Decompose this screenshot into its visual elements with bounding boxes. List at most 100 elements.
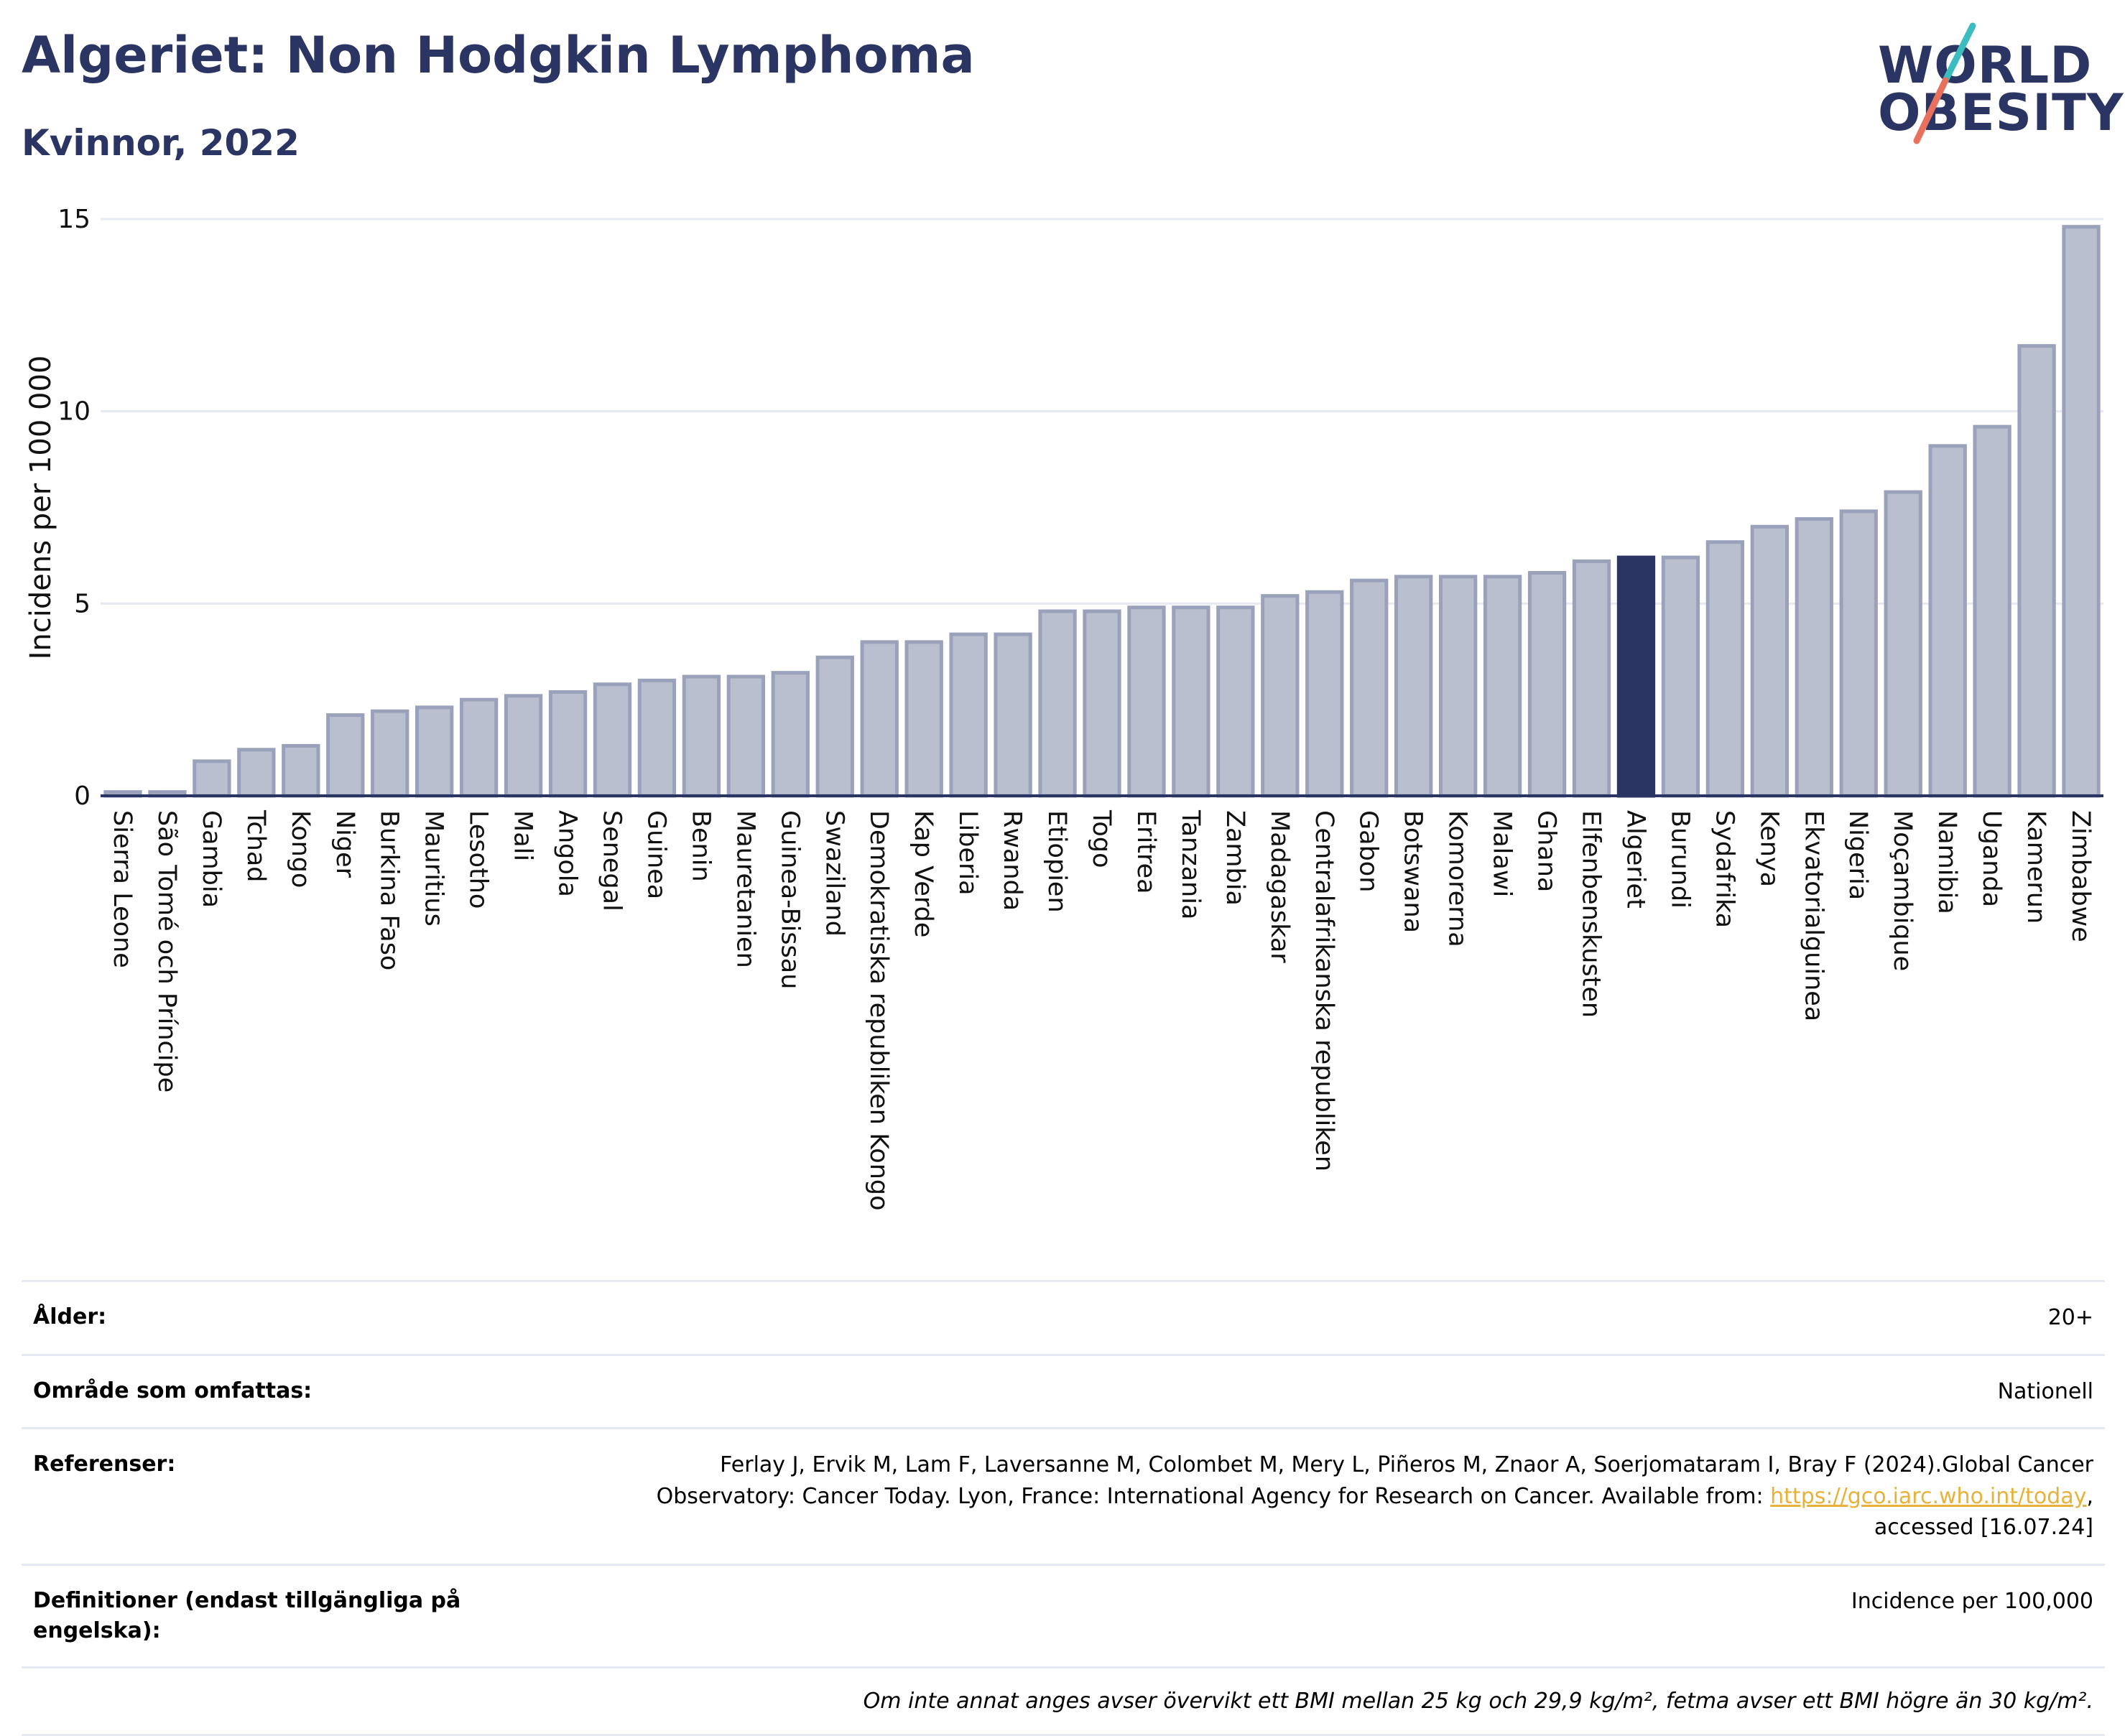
bar xyxy=(1261,594,1300,798)
x-tick-label: Mali xyxy=(509,810,537,861)
bar xyxy=(548,690,588,798)
bar xyxy=(1172,605,1210,798)
x-tick-label: Mauretanien xyxy=(731,810,759,968)
bar xyxy=(1483,575,1522,798)
x-tick-label: Elfenbenskusten xyxy=(1577,810,1606,1018)
x-tick-label: Niger xyxy=(330,810,359,878)
info-table: Ålder: 20+ Område som omfattas: Nationel… xyxy=(22,1280,2105,1736)
bar xyxy=(1527,571,1567,798)
x-tick-label: Tchad xyxy=(241,809,270,883)
x-tick-label: Sydafrika xyxy=(1710,810,1739,928)
bar xyxy=(1705,540,1745,798)
x-tick-label: São Tomé och Príncipe xyxy=(152,810,181,1092)
logo-slash-icon xyxy=(1913,22,1976,144)
bar xyxy=(326,713,365,798)
bar xyxy=(1973,424,2011,798)
references-text-2: Observatory: Cancer Today. Lyon, France:… xyxy=(656,1483,1764,1509)
x-tick-label: Moçambique xyxy=(1888,810,1917,971)
bar xyxy=(1572,559,1611,798)
x-tick-label: Zimbabwe xyxy=(2066,810,2095,942)
y-axis-ticks: 0 5 10 15 xyxy=(57,205,91,811)
x-tick-label: Gabon xyxy=(1354,810,1383,892)
x-tick-label: Lesotho xyxy=(464,810,493,909)
page-subtitle: Kvinnor, 2022 xyxy=(22,122,300,164)
bar xyxy=(1839,509,1878,798)
references-link[interactable]: https://gco.iarc.who.int/today xyxy=(1770,1483,2087,1509)
y-tick-label: 10 xyxy=(57,397,91,427)
x-tick-label: Kenya xyxy=(1754,810,1783,887)
bar-chart: 0 5 10 15 Sierra Leone São Tomé och Príncipe… xyxy=(24,205,2103,1211)
x-tick-label: Zambia xyxy=(1221,810,1249,906)
bar xyxy=(860,640,899,798)
bar xyxy=(904,640,943,798)
x-tick-label: Komorerna xyxy=(1443,810,1472,947)
x-tick-label: Eritrea xyxy=(1131,810,1160,894)
x-tick-label: Algeriet xyxy=(1621,810,1649,909)
x-tick-label: Namibia xyxy=(1932,810,1961,914)
bar xyxy=(415,705,454,798)
y-tick-label: 15 xyxy=(57,205,91,234)
bar xyxy=(1795,517,1833,798)
bar xyxy=(504,694,543,798)
age-value: 20+ xyxy=(2047,1305,2093,1330)
info-row-area: Område som omfattas: Nationell xyxy=(22,1353,2105,1428)
bar xyxy=(1438,575,1478,798)
x-tick-label: Nigeria xyxy=(1843,810,1872,900)
x-tick-label: Senegal xyxy=(597,810,626,911)
bar xyxy=(726,674,766,798)
y-axis-label: Incidens per 100 000 xyxy=(24,356,57,660)
page-title: Algeriet: Non Hodgkin Lymphoma xyxy=(22,26,975,85)
bar xyxy=(237,748,276,798)
bar xyxy=(371,709,409,798)
info-row-references: Referenser: Ferlay J, Ervik M, Lam F, La… xyxy=(22,1427,2105,1564)
x-tick-label: Ghana xyxy=(1532,810,1561,892)
x-tick-label: Demokratiska republiken Kongo xyxy=(864,810,893,1211)
references-label: Referenser: xyxy=(33,1452,176,1477)
references-text-1: Ferlay J, Ervik M, Lam F, Laversanne M, … xyxy=(720,1452,2093,1477)
bar xyxy=(459,697,499,798)
x-tick-label: Malawi xyxy=(1488,810,1517,897)
x-tick-label: Togo xyxy=(1087,809,1116,868)
info-row-note: Om inte annat anges avser övervikt ett B… xyxy=(22,1666,2105,1736)
x-tick-label: Swaziland xyxy=(820,810,848,937)
bar xyxy=(282,743,320,798)
bar xyxy=(637,678,677,798)
x-tick-label: Mauritius xyxy=(420,810,448,927)
x-tick-label: Burkina Faso xyxy=(375,810,404,970)
y-tick-label: 5 xyxy=(74,589,91,618)
bar xyxy=(1083,609,1121,798)
info-row-definitions: Definitioner (endast tillgängliga på eng… xyxy=(22,1563,2105,1666)
x-tick-label: Rwanda xyxy=(998,810,1027,911)
bar xyxy=(949,632,988,798)
references-comma: , xyxy=(2086,1483,2093,1509)
x-tick-label: Guinea xyxy=(642,810,670,899)
definitions-value: Incidence per 100,000 xyxy=(1851,1588,2093,1614)
x-tick-label: Kap Verde xyxy=(909,810,937,937)
references-text-3: accessed [16.07.24] xyxy=(1874,1515,2093,1540)
bar xyxy=(1127,605,1166,798)
bar xyxy=(994,632,1032,798)
x-tick-label: Gambia xyxy=(197,810,226,908)
x-tick-label: Sierra Leone xyxy=(108,810,136,968)
logo-text-world: WORLD xyxy=(1878,36,2093,95)
bar xyxy=(1305,590,1344,798)
bar xyxy=(1216,605,1255,798)
x-tick-label: Liberia xyxy=(953,810,982,896)
bar xyxy=(1750,524,1789,798)
x-tick-label: Uganda xyxy=(1977,810,2006,907)
bar xyxy=(1928,444,1967,798)
bar xyxy=(1884,490,1922,798)
x-tick-label: Etiopien xyxy=(1042,810,1071,913)
x-tick-label: Benin xyxy=(686,810,715,882)
area-value: Nationell xyxy=(1997,1378,2093,1404)
x-tick-label: Ekvatorialguinea xyxy=(1799,810,1828,1021)
y-tick-label: 0 xyxy=(74,781,91,811)
definitions-label: Definitioner (endast tillgängliga på eng… xyxy=(33,1587,461,1643)
bar xyxy=(1350,578,1389,798)
world-obesity-logo: WORLD OBESITY xyxy=(1868,20,2124,157)
x-tick-label: Botswana xyxy=(1399,810,1427,933)
bar xyxy=(682,674,721,798)
bar xyxy=(1394,575,1433,798)
bar xyxy=(815,655,854,798)
bmi-note: Om inte annat anges avser övervikt ett B… xyxy=(863,1688,2093,1714)
